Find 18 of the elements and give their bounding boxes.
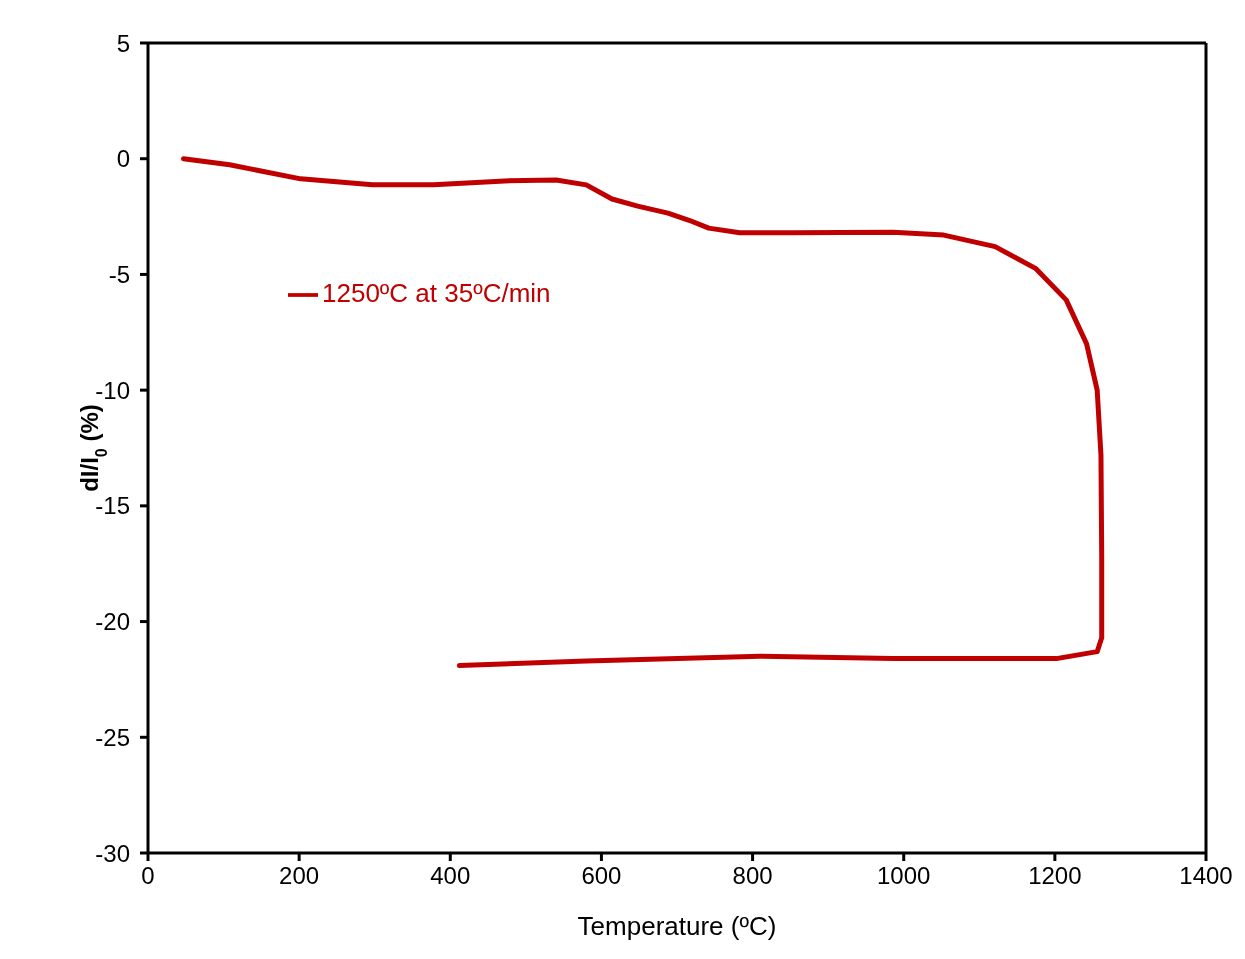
x-tick-label: 600 <box>581 862 622 890</box>
x-tick-label: 200 <box>279 862 320 890</box>
x-tick-label: 400 <box>430 862 471 890</box>
y-tick-label: -10 <box>95 376 130 404</box>
x-tick-label: 1400 <box>1179 862 1233 890</box>
y-tick-label: -25 <box>95 723 130 751</box>
y-tick-label: -20 <box>95 608 130 636</box>
y-tick-label: -5 <box>108 260 130 288</box>
x-axis-title: Temperature (ºC) <box>577 911 777 941</box>
x-tick-label: 800 <box>732 862 773 890</box>
x-tick-label: 1000 <box>877 862 931 890</box>
y-tick-label: 5 <box>116 29 130 57</box>
y-tick-label: -30 <box>95 839 130 867</box>
y-tick-label: -15 <box>95 492 130 520</box>
x-tick-label: 1200 <box>1028 862 1082 890</box>
legend-label: 1250ºC at 35ºC/min <box>322 278 551 308</box>
y-tick-label: 0 <box>116 145 130 173</box>
x-tick-label: 0 <box>141 862 155 890</box>
